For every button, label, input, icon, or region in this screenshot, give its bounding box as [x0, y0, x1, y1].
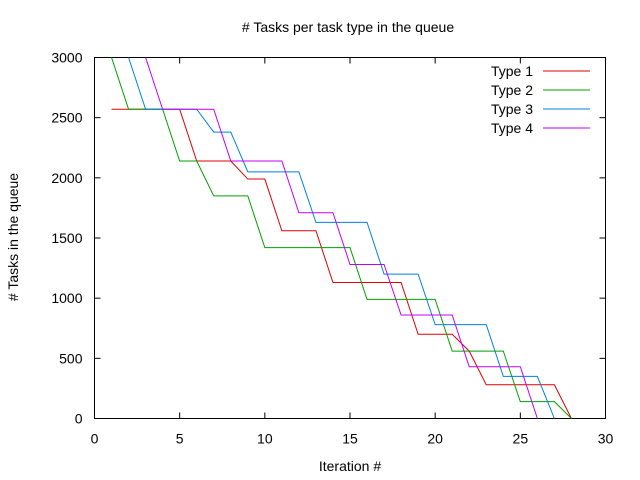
legend-label: Type 4 [491, 120, 533, 136]
y-axis-label: # Tasks in the queue [5, 173, 21, 301]
chart-title: # Tasks per task type in the queue [242, 19, 454, 35]
series-line-type-3 [128, 57, 555, 419]
y-tick-label: 0 [75, 411, 83, 427]
y-tick-label: 500 [59, 350, 83, 366]
legend: Type 1 Type 2 Type 3 Type 4 [491, 63, 590, 136]
y-tick-label: 2000 [51, 170, 82, 186]
axis-ticks: 0 5 10 15 20 25 30 0 500 1000 1500 2000 2500 3000 [51, 50, 613, 447]
y-tick-label: 2500 [51, 110, 82, 126]
legend-label: Type 2 [491, 82, 533, 98]
x-tick-label: 15 [342, 431, 358, 447]
y-tick-label: 1000 [51, 290, 82, 306]
legend-label: Type 1 [491, 63, 533, 79]
y-tick-label: 3000 [51, 50, 82, 66]
legend-label: Type 3 [491, 101, 533, 117]
x-tick-label: 5 [176, 431, 184, 447]
x-tick-label: 0 [91, 431, 99, 447]
x-axis-label: Iteration # [319, 458, 381, 474]
series-layer [111, 57, 572, 419]
series-line-type-4 [145, 57, 538, 419]
x-tick-label: 30 [598, 431, 614, 447]
x-tick-label: 25 [513, 431, 529, 447]
x-tick-label: 20 [427, 431, 443, 447]
y-tick-label: 1500 [51, 230, 82, 246]
series-line-type-1 [111, 108, 572, 419]
x-tick-label: 10 [257, 431, 273, 447]
